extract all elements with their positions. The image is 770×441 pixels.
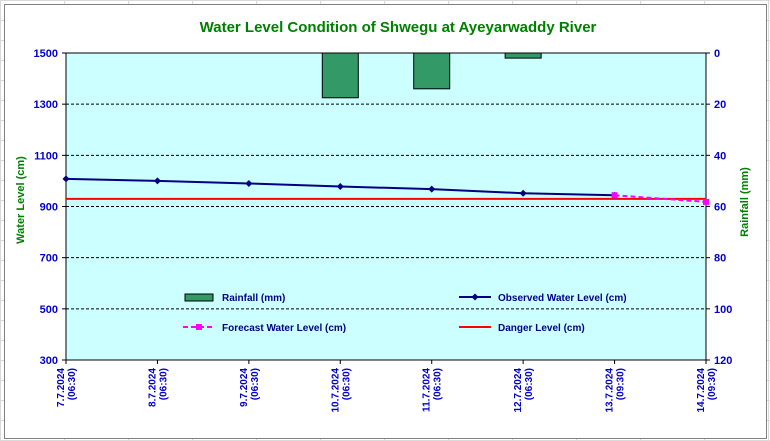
observed-point	[336, 183, 344, 191]
forecast-point	[703, 198, 709, 205]
rainfall-bar	[321, 52, 359, 99]
legend-forecast: Forecast Water Level (cm)	[183, 323, 346, 334]
x-tick-time: (06:30)	[250, 368, 261, 400]
rainfall-bars	[321, 52, 542, 99]
chart-title: Water Level Condition of Shwegu at Ayeya…	[200, 19, 597, 36]
rainfall-bar	[504, 52, 542, 59]
y-axis-title: Water Level (cm)	[15, 156, 27, 244]
x-tick-time: (09:30)	[616, 368, 627, 400]
rainfall-bar	[413, 52, 451, 90]
legend-swatch	[184, 293, 214, 302]
x-tick-label: 12.7.2024 (06:30)	[513, 368, 535, 413]
x-tick-date: 11.7.2024	[422, 368, 433, 412]
series-lines	[62, 175, 709, 205]
x-tick-label: 8.7.2024 (06:30)	[147, 368, 169, 407]
x-tick-date: 9.7.2024	[239, 368, 250, 407]
legend-rainfall: Rainfall (mm)	[184, 293, 285, 304]
x-tick-label: 10.7.2024 (06:30)	[330, 368, 352, 413]
observed-point	[428, 185, 436, 193]
legend-marker	[471, 293, 479, 301]
y2-tick-label: 100	[714, 304, 732, 316]
legend-label: Rainfall (mm)	[222, 293, 285, 304]
x-tick-date: 8.7.2024	[147, 368, 158, 407]
y2-tick-label: 20	[714, 99, 726, 111]
legend-label: Danger Level (cm)	[498, 323, 585, 334]
x-tick-date: 7.7.2024	[56, 368, 67, 407]
x-tick-time: (06:30)	[158, 368, 169, 400]
x-tick-date: 12.7.2024	[513, 368, 524, 413]
x-tick-time: (06:30)	[67, 368, 78, 400]
x-tick-time: (09:30)	[707, 368, 718, 400]
y2-tick-label: 80	[714, 253, 726, 265]
x-tick-label: 9.7.2024 (06:30)	[239, 368, 261, 407]
y2-tick-label: 0	[714, 48, 720, 60]
x-tick-time: (06:30)	[524, 368, 535, 400]
x-tick-label: 14.7.2024 (09:30)	[696, 368, 718, 413]
legend-observed: Observed Water Level (cm)	[459, 293, 627, 304]
y2-tick-label: 60	[714, 202, 726, 214]
y-tick-label: 700	[40, 253, 58, 265]
y-tick-label: 900	[40, 202, 58, 214]
legend-label: Observed Water Level (cm)	[498, 293, 627, 304]
x-tick-date: 13.7.2024	[605, 368, 616, 413]
left-axis-ticks: 300 500 700 900 1100 1300 1500	[34, 48, 66, 367]
observed-point	[245, 179, 253, 187]
x-tick-time: (06:30)	[433, 368, 444, 400]
x-tick-time: (06:30)	[341, 368, 352, 400]
y2-tick-label: 120	[714, 355, 732, 367]
x-tick-label: 13.7.2024 (09:30)	[605, 368, 627, 413]
x-tick-label: 11.7.2024 (06:30)	[422, 368, 444, 412]
y2-tick-label: 40	[714, 150, 726, 162]
y-tick-label: 300	[40, 355, 58, 367]
y2-axis-title: Rainfall (mm)	[739, 167, 751, 237]
x-tick-label: 7.7.2024 (06:30)	[56, 368, 78, 407]
y-tick-label: 1500	[34, 48, 58, 60]
grid-lines	[66, 103, 706, 310]
legend-danger: Danger Level (cm)	[459, 323, 585, 334]
observed-point	[519, 189, 527, 197]
y-tick-label: 1100	[34, 150, 58, 162]
x-axis-ticks: 7.7.2024 (06:30) 8.7.2024 (06:30) 9.7.2024 (0…	[56, 360, 718, 413]
y-tick-label: 1300	[34, 99, 58, 111]
right-axis-ticks: 0 20 40 60 80 100 120	[706, 48, 732, 367]
forecast-water-level-line	[614, 194, 707, 203]
forecast-point	[611, 192, 618, 199]
y-tick-label: 500	[40, 304, 58, 316]
legend-marker	[196, 324, 202, 330]
observed-point	[153, 177, 161, 185]
legend: Rainfall (mm) Observed Water Level (cm) Fo…	[183, 293, 627, 334]
legend-label: Forecast Water Level (cm)	[222, 323, 346, 334]
observed-point	[62, 175, 70, 183]
x-tick-date: 10.7.2024	[330, 368, 341, 413]
x-tick-date: 14.7.2024	[696, 368, 707, 413]
